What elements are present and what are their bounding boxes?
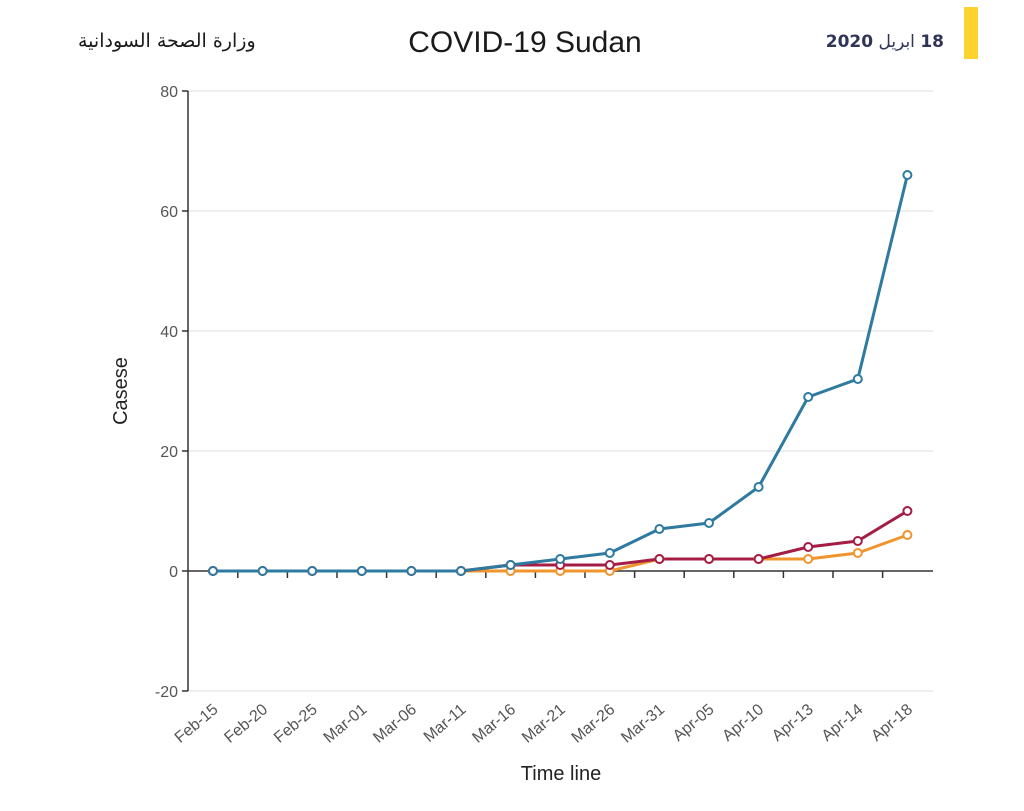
- series-blue-point: [505, 560, 516, 570]
- series-red-point: [852, 536, 863, 546]
- date-day: 18: [920, 32, 944, 52]
- series-blue-line: [213, 174, 909, 573]
- series-blue-point: [753, 482, 764, 492]
- series-blue-point: [555, 554, 566, 564]
- x-tick-label: Feb-15: [172, 701, 222, 747]
- y-tick-label: -20: [155, 684, 178, 701]
- x-tick-label: Mar-21: [519, 701, 569, 747]
- x-tick-label: Apr-18: [868, 701, 916, 745]
- series-red-point: [803, 542, 814, 552]
- series-blue-point: [356, 566, 367, 576]
- x-tick-label: Apr-13: [769, 701, 817, 745]
- x-axis-ticks: Feb-15 Feb-20 Feb-25 Mar-01 Mar-06 Mar-11 Mar-…: [172, 571, 916, 747]
- x-tick-label: Apr-14: [819, 701, 867, 745]
- y-tick-label: 20: [160, 444, 178, 461]
- series-blue-point: [208, 566, 218, 576]
- series-red-point: [604, 560, 615, 570]
- series-blue-point: [456, 566, 466, 576]
- series-red-point: [753, 554, 764, 564]
- y-axis-title: Casese: [110, 357, 132, 425]
- x-tick-label: Mar-26: [569, 701, 619, 747]
- y-tick-label: 0: [169, 564, 178, 581]
- series-orange-point: [902, 530, 913, 540]
- series-blue-point: [406, 566, 417, 576]
- x-tick-label: Mar-31: [618, 701, 668, 747]
- date-month: ابريل: [878, 32, 915, 52]
- series-red-point: [704, 554, 714, 564]
- x-tick-label: Mar-06: [370, 701, 420, 747]
- x-tick-label: Mar-11: [421, 701, 470, 746]
- date-year: 2020: [825, 32, 874, 52]
- series-blue-point: [257, 566, 268, 576]
- series-blue-point: [902, 170, 913, 180]
- x-tick-label: Mar-01: [321, 701, 371, 747]
- series-points: [208, 170, 913, 576]
- y-tick-label: 60: [160, 204, 178, 221]
- x-axis-title: Time line: [521, 763, 601, 785]
- series-blue-point: [704, 518, 714, 528]
- series-orange-point: [852, 548, 863, 558]
- ministry-name: وزارة الصحة السودانية: [78, 30, 256, 52]
- x-tick-label: Apr-10: [719, 701, 767, 745]
- y-axis-ticks: -20 0 20 40 60 80: [155, 84, 188, 701]
- series-blue-point: [604, 548, 615, 558]
- series-red-point: [902, 506, 913, 516]
- chart-title: COVID-19 Sudan: [408, 26, 642, 59]
- series-orange-point: [803, 554, 814, 564]
- series-blue-point: [654, 524, 665, 534]
- y-tick-label: 80: [160, 84, 178, 101]
- series-lines: [213, 174, 909, 573]
- x-tick-label: Feb-25: [271, 701, 321, 747]
- x-tick-label: Feb-20: [221, 701, 271, 747]
- date-label: 18 ابريل 2020: [826, 32, 944, 52]
- accent-bar: [964, 7, 978, 59]
- grid-lines: [188, 90, 933, 692]
- series-blue-point: [307, 566, 318, 576]
- series-red-point: [654, 554, 665, 564]
- x-tick-label: Apr-05: [670, 701, 718, 745]
- x-tick-label: Mar-16: [469, 701, 519, 747]
- series-blue-point: [803, 392, 814, 402]
- series-blue-point: [852, 374, 863, 384]
- y-tick-label: 40: [160, 324, 178, 341]
